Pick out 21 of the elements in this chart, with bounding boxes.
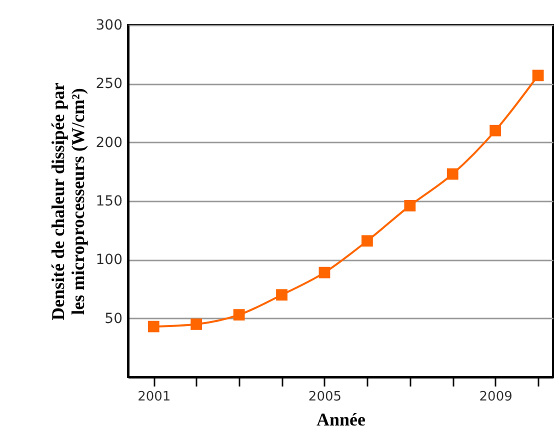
point [233,309,245,321]
point [446,168,458,180]
y-tick-label: 300 [96,18,122,34]
x-axis-title: Année [316,410,366,430]
y-tick-label: 150 [96,194,122,210]
y-tick-label: 250 [96,76,122,92]
x-tick-label: 2005 [308,390,342,404]
point [190,318,202,330]
point [148,320,160,332]
point [361,235,373,247]
point [490,124,502,136]
y-tick-label: 50 [104,310,122,327]
point [532,70,544,82]
y-tick-label: 100 [96,252,122,268]
point [318,266,330,278]
x-tick-label: 2001 [138,390,171,404]
point [404,200,416,212]
point [276,289,288,301]
x-tick-label: 2009 [479,390,512,404]
y-axis-title: Densité de chaleur dissipée par les microprocesseurs (W/cm²) [48,82,88,320]
y-tick-label: 200 [96,134,122,151]
